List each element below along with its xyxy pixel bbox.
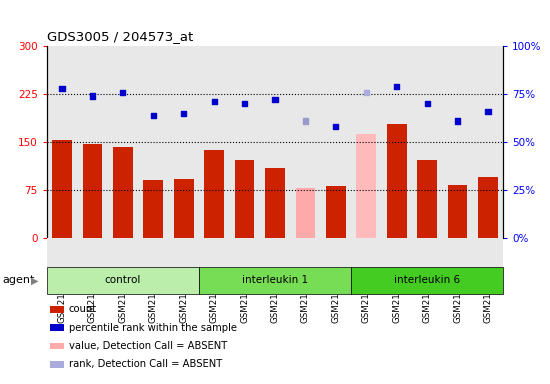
Bar xyxy=(442,46,473,238)
Bar xyxy=(199,238,229,269)
Bar xyxy=(382,238,412,269)
Bar xyxy=(82,144,102,238)
Bar xyxy=(174,179,194,238)
Bar xyxy=(412,46,442,238)
Bar xyxy=(199,267,351,294)
Bar xyxy=(113,147,133,238)
Point xyxy=(58,85,67,91)
Text: agent: agent xyxy=(3,275,35,285)
Bar xyxy=(47,267,199,294)
Bar xyxy=(138,238,168,269)
Bar xyxy=(412,238,442,269)
Bar xyxy=(168,46,199,238)
Bar xyxy=(47,46,77,238)
Point xyxy=(210,99,218,105)
Bar xyxy=(351,46,382,238)
Bar xyxy=(417,160,437,238)
Bar xyxy=(295,188,315,238)
Point xyxy=(392,83,401,89)
Bar xyxy=(77,238,108,269)
Bar xyxy=(47,238,77,269)
Bar xyxy=(77,46,108,238)
Bar xyxy=(260,238,290,269)
Text: ▶: ▶ xyxy=(31,275,38,285)
Point xyxy=(483,108,492,114)
Text: interleukin 1: interleukin 1 xyxy=(242,275,308,285)
Bar xyxy=(138,46,168,238)
Bar xyxy=(448,185,468,238)
Text: count: count xyxy=(69,304,97,314)
Bar xyxy=(290,46,321,238)
Bar xyxy=(321,46,351,238)
Bar xyxy=(229,238,260,269)
Point xyxy=(118,89,127,95)
Bar xyxy=(199,46,229,238)
Text: rank, Detection Call = ABSENT: rank, Detection Call = ABSENT xyxy=(69,359,222,369)
Bar xyxy=(478,177,498,238)
Bar xyxy=(321,238,351,269)
Text: GDS3005 / 204573_at: GDS3005 / 204573_at xyxy=(47,30,193,43)
Point xyxy=(271,97,279,103)
Point xyxy=(423,101,432,107)
Bar xyxy=(326,186,346,238)
Point xyxy=(332,124,340,130)
Bar xyxy=(52,140,72,238)
Bar xyxy=(229,46,260,238)
Bar xyxy=(290,238,321,269)
Point xyxy=(240,101,249,107)
Point xyxy=(301,118,310,124)
Bar xyxy=(108,46,138,238)
Bar xyxy=(204,150,224,238)
Bar xyxy=(356,134,376,238)
Point xyxy=(88,93,97,99)
Text: interleukin 6: interleukin 6 xyxy=(394,275,460,285)
Bar xyxy=(382,46,412,238)
Point xyxy=(149,112,158,118)
Bar xyxy=(144,180,163,238)
Bar xyxy=(351,267,503,294)
Bar xyxy=(442,238,473,269)
Bar xyxy=(168,238,199,269)
Text: percentile rank within the sample: percentile rank within the sample xyxy=(69,323,236,333)
Bar xyxy=(473,238,503,269)
Text: value, Detection Call = ABSENT: value, Detection Call = ABSENT xyxy=(69,341,227,351)
Text: control: control xyxy=(104,275,141,285)
Bar xyxy=(387,124,406,238)
Bar xyxy=(265,168,285,238)
Bar xyxy=(473,46,503,238)
Bar xyxy=(235,160,255,238)
Point xyxy=(179,110,188,116)
Point xyxy=(453,118,462,124)
Bar xyxy=(351,238,382,269)
Point xyxy=(362,89,371,95)
Bar xyxy=(108,238,138,269)
Bar xyxy=(260,46,290,238)
